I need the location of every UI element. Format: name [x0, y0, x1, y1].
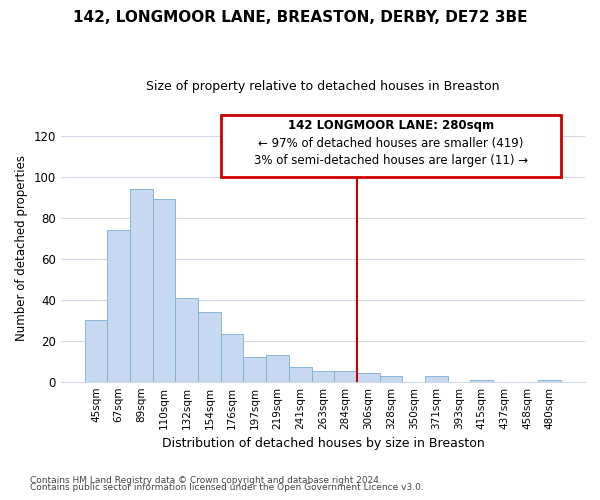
Bar — [334, 372, 357, 382]
X-axis label: Distribution of detached houses by size in Breaston: Distribution of detached houses by size … — [161, 437, 484, 450]
Y-axis label: Number of detached properties: Number of detached properties — [15, 156, 28, 342]
Text: 142, LONGMOOR LANE, BREASTON, DERBY, DE72 3BE: 142, LONGMOOR LANE, BREASTON, DERBY, DE7… — [73, 10, 527, 25]
Bar — [538, 380, 561, 382]
Bar — [107, 230, 130, 382]
Bar — [289, 368, 311, 382]
Bar — [221, 334, 244, 382]
Bar — [357, 374, 380, 382]
Bar — [244, 357, 266, 382]
Text: ← 97% of detached houses are smaller (419): ← 97% of detached houses are smaller (41… — [258, 136, 524, 149]
Bar — [175, 298, 198, 382]
Bar — [85, 320, 107, 382]
Bar — [311, 372, 334, 382]
Bar — [130, 189, 152, 382]
Text: Contains public sector information licensed under the Open Government Licence v3: Contains public sector information licen… — [30, 484, 424, 492]
Bar — [425, 376, 448, 382]
Text: 142 LONGMOOR LANE: 280sqm: 142 LONGMOOR LANE: 280sqm — [288, 119, 494, 132]
Bar — [266, 355, 289, 382]
Bar — [152, 199, 175, 382]
Bar — [380, 376, 403, 382]
Title: Size of property relative to detached houses in Breaston: Size of property relative to detached ho… — [146, 80, 500, 93]
Bar — [198, 312, 221, 382]
Text: 3% of semi-detached houses are larger (11) →: 3% of semi-detached houses are larger (1… — [254, 154, 528, 167]
Text: Contains HM Land Registry data © Crown copyright and database right 2024.: Contains HM Land Registry data © Crown c… — [30, 476, 382, 485]
Bar — [470, 380, 493, 382]
